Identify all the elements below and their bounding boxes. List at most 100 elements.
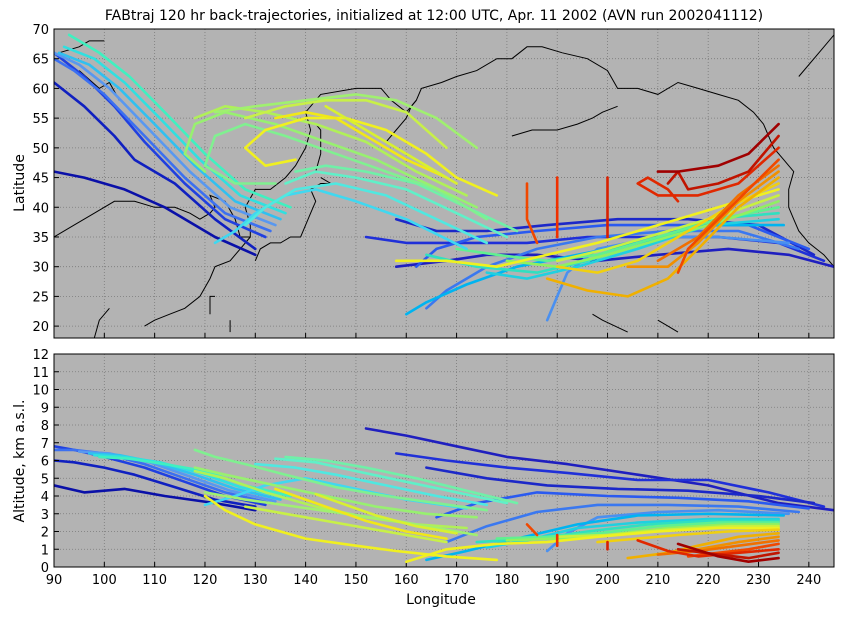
trajectory-map-11 bbox=[555, 194, 780, 263]
trajectory-map-12 bbox=[394, 188, 780, 268]
map-ytick-label-25: 25 bbox=[32, 290, 49, 305]
altitude-trajectories bbox=[54, 427, 834, 563]
trajectory-altitude-25 bbox=[54, 459, 257, 508]
alt-xtick-label-240: 240 bbox=[796, 573, 821, 588]
trajectory-map-21 bbox=[525, 182, 539, 245]
alt-ytick-label-4: 4 bbox=[41, 490, 49, 505]
trajectory-altitude-20 bbox=[676, 542, 780, 563]
map-ytick-label-65: 65 bbox=[32, 53, 49, 68]
alt-xtick-label-100: 100 bbox=[92, 573, 117, 588]
trajectory-altitude-13 bbox=[596, 528, 780, 544]
map-ytick-label-40: 40 bbox=[32, 201, 49, 216]
alt-ytick-label-12: 12 bbox=[32, 348, 49, 363]
map-gridlines bbox=[53, 28, 834, 338]
trajectory-altitude-29 bbox=[87, 452, 282, 501]
alt-ytick-label-1: 1 bbox=[41, 543, 49, 558]
coastline-10 bbox=[93, 307, 110, 338]
alt-xtick-label-200: 200 bbox=[595, 573, 620, 588]
trajectory-map-31 bbox=[67, 33, 292, 209]
coastline-5 bbox=[562, 52, 834, 268]
map-trajectories bbox=[54, 33, 834, 322]
trajectory-altitude-34 bbox=[274, 457, 509, 505]
alt-ytick-label-8: 8 bbox=[41, 419, 49, 434]
trajectory-altitude-41 bbox=[203, 494, 499, 562]
trajectory-altitude-7 bbox=[485, 517, 780, 549]
alt-xtick-label-180: 180 bbox=[494, 573, 519, 588]
trajectory-map-32 bbox=[213, 188, 468, 251]
map-ytick-label-70: 70 bbox=[32, 23, 49, 38]
coastline-9 bbox=[798, 34, 834, 77]
map-ytick-label-60: 60 bbox=[32, 82, 49, 97]
map-frame bbox=[53, 28, 835, 339]
trajectory-altitude-9 bbox=[495, 521, 780, 540]
alt-xtick-label-220: 220 bbox=[696, 573, 721, 588]
trajectory-map-37 bbox=[183, 110, 478, 209]
trajectory-map-20 bbox=[656, 122, 780, 173]
map-ytick-label-30: 30 bbox=[32, 261, 49, 276]
trajectory-map-25 bbox=[54, 81, 257, 251]
alt-ytick-label-0: 0 bbox=[41, 561, 49, 576]
alt-xtick-label-130: 130 bbox=[243, 573, 268, 588]
altitude-x-axis-label: Longitude bbox=[406, 592, 476, 608]
alt-xtick-label-210: 210 bbox=[645, 573, 670, 588]
alt-xtick-label-170: 170 bbox=[444, 573, 469, 588]
trajectory-altitude-36 bbox=[193, 448, 489, 512]
map-ytick-label-35: 35 bbox=[32, 231, 49, 246]
trajectory-map-28 bbox=[54, 51, 277, 227]
coastline-13 bbox=[592, 313, 628, 333]
trajectory-map-17 bbox=[676, 158, 780, 274]
trajectory-map-38 bbox=[193, 105, 468, 197]
map-ytick-label-45: 45 bbox=[32, 172, 49, 187]
trajectory-altitude-2 bbox=[425, 466, 816, 505]
map-y-axis-label: Latitude bbox=[12, 154, 28, 212]
trajectory-altitude-14 bbox=[626, 532, 780, 560]
altitude-x-ticks: 90 100 110 120 130 140 150 160 170 180 190 200 210 22… bbox=[46, 573, 822, 588]
trajectory-altitude-35 bbox=[284, 455, 519, 505]
coastline-11 bbox=[209, 295, 215, 315]
alt-xtick-label-90: 90 bbox=[46, 573, 63, 588]
coastline-0 bbox=[54, 46, 563, 238]
coastline-14 bbox=[657, 319, 679, 333]
trajectory-map-14 bbox=[545, 176, 780, 298]
coastline-2 bbox=[254, 177, 333, 261]
alt-ytick-label-3: 3 bbox=[41, 508, 49, 523]
trajectory-map-27 bbox=[54, 57, 272, 233]
trajectory-map-39 bbox=[213, 93, 478, 150]
trajectory-altitude-19 bbox=[676, 548, 780, 560]
trajectory-map-42 bbox=[274, 110, 448, 179]
trajectory-altitude-27 bbox=[54, 448, 272, 505]
alt-ytick-label-6: 6 bbox=[41, 455, 49, 470]
trajectory-map-26 bbox=[54, 51, 267, 239]
alt-xtick-label-150: 150 bbox=[344, 573, 369, 588]
trajectory-altitude-21 bbox=[525, 523, 539, 537]
trajectory-altitude-4 bbox=[445, 503, 801, 544]
trajectory-map-5 bbox=[545, 235, 790, 322]
map-ytick-label-20: 20 bbox=[32, 320, 49, 335]
trajectory-altitude-43 bbox=[314, 492, 458, 535]
chart-title: FABtraj 120 hr back-trajectories, initia… bbox=[105, 8, 763, 24]
alt-ytick-label-10: 10 bbox=[32, 384, 49, 399]
alt-xtick-label-140: 140 bbox=[293, 573, 318, 588]
trajectory-map-43 bbox=[324, 105, 458, 185]
alt-xtick-label-160: 160 bbox=[394, 573, 419, 588]
alt-ytick-label-7: 7 bbox=[41, 437, 49, 452]
trajectory-map-4 bbox=[425, 229, 801, 310]
trajectory-map-29 bbox=[57, 51, 282, 221]
alt-xtick-label-230: 230 bbox=[746, 573, 771, 588]
trajectory-map-7 bbox=[485, 217, 780, 280]
alt-ytick-label-9: 9 bbox=[41, 401, 49, 416]
alt-ytick-label-11: 11 bbox=[32, 366, 49, 381]
trajectory-map-15 bbox=[626, 170, 780, 268]
coastline-6 bbox=[511, 105, 618, 137]
alt-xtick-label-190: 190 bbox=[545, 573, 570, 588]
trajectory-altitude-0 bbox=[364, 427, 834, 512]
altitude-y-axis-label: Altitude, km a.s.l. bbox=[12, 400, 28, 523]
alt-xtick-label-110: 110 bbox=[142, 573, 167, 588]
trajectory-map-40 bbox=[243, 99, 448, 150]
trajectory-altitude-40 bbox=[243, 505, 448, 544]
map-ytick-label-50: 50 bbox=[32, 142, 49, 157]
trajectory-map-34 bbox=[284, 170, 509, 239]
